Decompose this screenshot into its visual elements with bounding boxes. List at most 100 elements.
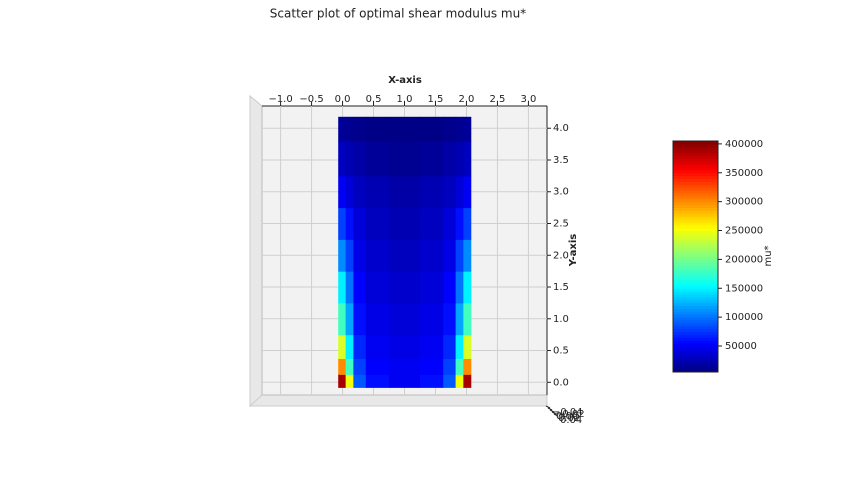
scatter-point [338, 207, 347, 240]
z-tick-label: −0.02 [554, 409, 585, 420]
x-tick-label: 3.0 [520, 94, 536, 105]
colorbar-segment [673, 322, 718, 327]
scatter-point [419, 271, 444, 304]
colorbar-segment [673, 343, 718, 347]
z-tick-label: 0.04 [560, 415, 582, 426]
scatter-point [463, 302, 472, 336]
scatter-point [455, 271, 464, 304]
colorbar-segment [673, 302, 718, 307]
colorbar-segment [673, 158, 718, 162]
colorbar-segment [673, 354, 718, 359]
colorbar-segment [673, 262, 718, 266]
colorbar-segment [673, 334, 718, 338]
z-tick [547, 407, 553, 411]
scatter-point [353, 302, 367, 336]
colorbar-segment [673, 201, 718, 206]
scatter-point [463, 334, 472, 359]
scatter-point [338, 271, 347, 304]
scatter-point [463, 374, 472, 388]
colorbar-segment [673, 363, 718, 367]
x-tick-label: 2.5 [489, 94, 505, 105]
scatter-point [338, 175, 347, 209]
scatter-point [389, 334, 421, 359]
scatter-point [463, 271, 472, 304]
colorbar-segment [673, 242, 718, 246]
colorbar-segment [673, 259, 718, 263]
scatter-point [455, 175, 464, 209]
scatter-point [419, 374, 444, 388]
colorbar-segment [673, 230, 718, 234]
colorbar-segment [673, 146, 718, 151]
x-axis-label: X-axis [388, 75, 422, 86]
scatter-point [365, 271, 390, 304]
scatter-point [345, 374, 354, 388]
colorbar-segment [673, 340, 718, 344]
colorbar-segment [673, 198, 718, 203]
colorbar-segment [673, 276, 718, 281]
colorbar-segment [673, 360, 718, 364]
scatter-point [353, 271, 367, 304]
x-tick-label: 2.0 [459, 94, 475, 105]
colorbar-segment [673, 325, 718, 330]
colorbar-segment [673, 247, 718, 252]
scatter-point [463, 140, 472, 177]
colorbar-tick-label: 350000 [725, 168, 763, 179]
scatter-point [443, 207, 457, 240]
scatter-point [463, 207, 472, 240]
z-tick-label: 0.00 [556, 411, 578, 422]
colorbar-segment [673, 221, 718, 226]
scatter-point [443, 271, 457, 304]
scatter-point [365, 374, 390, 388]
scatter-point [389, 140, 421, 177]
scatter-point [353, 207, 367, 240]
colorbar-label: mu* [763, 245, 774, 266]
colorbar-segment [673, 317, 718, 321]
scatter-point [389, 302, 421, 336]
colorbar-segment [673, 143, 718, 148]
colorbar-segment [673, 357, 718, 361]
colorbar-segment [673, 265, 718, 269]
scatter-point [455, 334, 464, 359]
colorbar-tick-label: 100000 [725, 312, 763, 323]
y-tick-label: 0.5 [553, 346, 569, 357]
colorbar-segment [673, 308, 718, 312]
scatter-point [338, 302, 347, 336]
colorbar-tick-label: 250000 [725, 226, 763, 237]
scatter-point [365, 116, 390, 142]
colorbar-segment [673, 184, 718, 188]
z-tick [545, 405, 551, 409]
scatter-point [353, 239, 367, 272]
colorbar-segment [673, 314, 718, 318]
y-tick-label: 2.0 [553, 250, 569, 261]
colorbar-frame [672, 140, 719, 373]
y-tick-label: 1.0 [553, 314, 569, 325]
colorbar-segment [673, 192, 718, 197]
colorbar-segment [673, 161, 718, 165]
colorbar-segment [673, 337, 718, 341]
scatter-point [338, 334, 347, 359]
scatter-point [443, 302, 457, 336]
z-tick-label: −0.04 [552, 407, 583, 418]
colorbar-segment [673, 273, 718, 278]
colorbar-segment [673, 152, 718, 156]
x-tick-label: 1.5 [428, 94, 444, 105]
colorbar-segment [673, 216, 718, 220]
colorbar-segment [673, 351, 718, 356]
scatter-point [455, 140, 464, 177]
colorbar-segment [673, 328, 718, 333]
scatter-point [443, 140, 457, 177]
colorbar-segment [673, 155, 718, 159]
scatter-point [365, 207, 390, 240]
scatter-point [389, 207, 421, 240]
scatter-point [419, 239, 444, 272]
scatter-point [365, 334, 390, 359]
y-tick-label: 1.5 [553, 282, 569, 293]
scatter-point [345, 239, 354, 272]
scatter-point [389, 374, 421, 388]
colorbar-segment [673, 288, 718, 292]
z-tick [551, 411, 557, 415]
scatter-point [353, 116, 367, 142]
colorbar-tick-label: 150000 [725, 283, 763, 294]
colorbar-segment [673, 195, 718, 200]
